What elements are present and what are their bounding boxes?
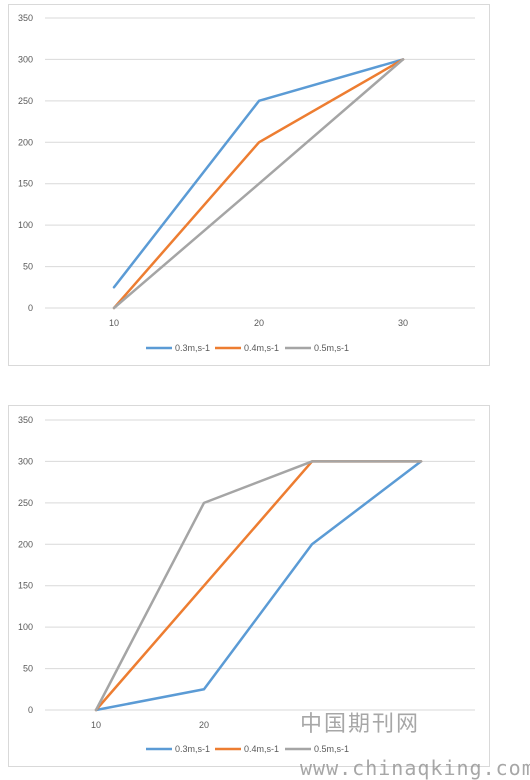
y-tick-label: 250 bbox=[18, 498, 33, 508]
legend-label: 0.5m,s-1 bbox=[314, 343, 349, 353]
chart-2-svg: 0 50 100 150 200 250 300 350 10 20 0.3m,s-1 0.4m,s-… bbox=[18, 415, 475, 754]
y-tick-label: 150 bbox=[18, 179, 33, 189]
legend-label: 0.3m,s-1 bbox=[175, 343, 210, 353]
series-line-1 bbox=[112, 58, 405, 289]
x-tick-label: 10 bbox=[109, 318, 119, 328]
y-tick-label: 50 bbox=[23, 262, 33, 272]
y-tick-label: 350 bbox=[18, 415, 33, 425]
y-tick-label: 200 bbox=[18, 539, 33, 549]
y-tick-label: 200 bbox=[18, 137, 33, 147]
x-tick-label: 10 bbox=[91, 720, 101, 730]
watermark-url: www.chinaqking.com bbox=[300, 756, 530, 780]
legend-label: 0.3m,s-1 bbox=[175, 744, 210, 754]
y-tick-label: 100 bbox=[18, 220, 33, 230]
chart-1: 0 50 100 150 200 250 300 350 10 20 30 0.3m,s-1 0.4m,… bbox=[8, 4, 490, 366]
y-tick-label: 0 bbox=[28, 303, 33, 313]
y-tick-label: 350 bbox=[18, 13, 33, 23]
chart-1-svg: 0 50 100 150 200 250 300 350 10 20 30 0.3m,s-1 0.4m,… bbox=[18, 13, 475, 353]
series-line-3 bbox=[112, 58, 405, 310]
legend-label: 0.4m,s-1 bbox=[244, 744, 279, 754]
watermark-logo-text: 中国期刊网 bbox=[300, 712, 421, 737]
series-line-2 bbox=[112, 58, 405, 310]
x-tick-label: 20 bbox=[199, 720, 209, 730]
chart-2: 0 50 100 150 200 250 300 350 10 20 0.3m,s-1 0.4m,s-… bbox=[8, 405, 490, 767]
y-tick-label: 100 bbox=[18, 622, 33, 632]
legend-label: 0.5m,s-1 bbox=[314, 744, 349, 754]
y-tick-label: 150 bbox=[18, 581, 33, 591]
series-line-1 bbox=[94, 460, 423, 712]
x-tick-label: 20 bbox=[254, 318, 264, 328]
y-tick-label: 250 bbox=[18, 96, 33, 106]
y-tick-label: 300 bbox=[18, 456, 33, 466]
series-line-3 bbox=[94, 460, 423, 712]
y-tick-label: 50 bbox=[23, 664, 33, 674]
y-tick-label: 0 bbox=[28, 705, 33, 715]
y-tick-label: 300 bbox=[18, 54, 33, 64]
x-tick-label: 30 bbox=[398, 318, 408, 328]
legend-label: 0.4m,s-1 bbox=[244, 343, 279, 353]
